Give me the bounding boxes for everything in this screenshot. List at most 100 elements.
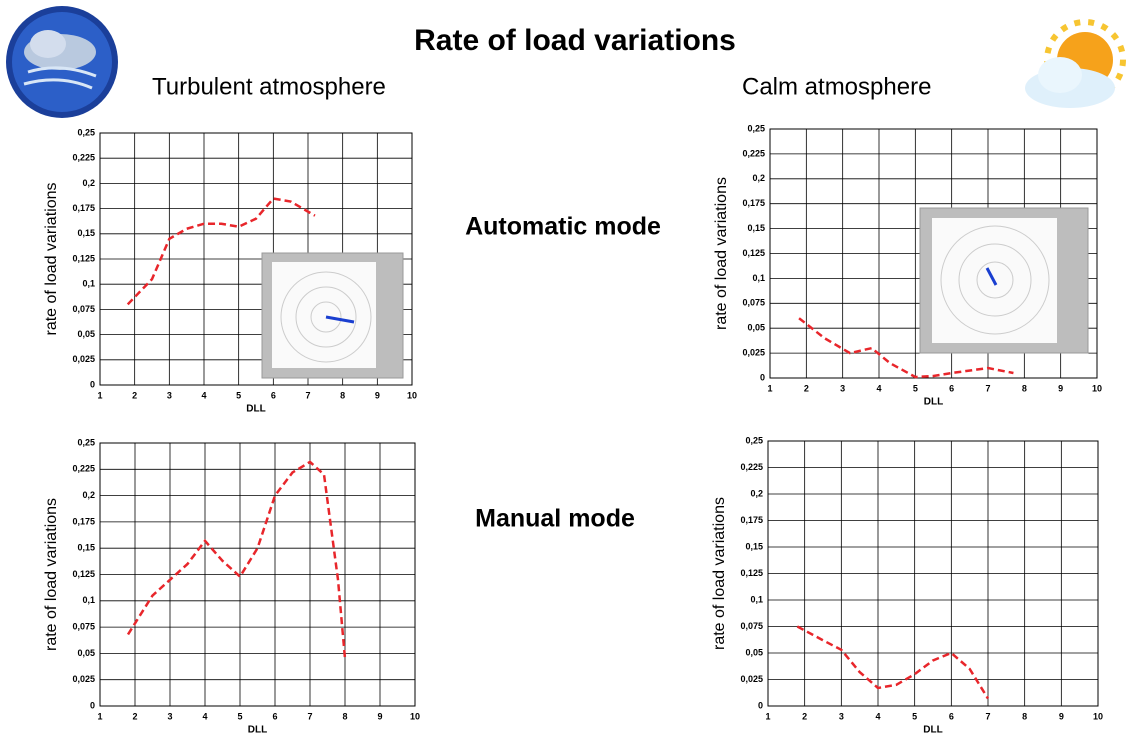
y-tick-label: 0,175 — [72, 203, 95, 213]
y-tick-label: 0 — [760, 372, 765, 382]
row-title: Manual mode — [475, 505, 635, 533]
data-line — [796, 625, 990, 700]
x-tick-label: 9 — [375, 390, 380, 400]
y-tick-label: 0,25 — [77, 127, 95, 137]
x-tick-label: 8 — [340, 390, 345, 400]
y-tick-label: 0,175 — [72, 516, 95, 526]
x-tick-label: 1 — [97, 390, 102, 400]
inset-gauge — [919, 207, 1089, 354]
x-tick-label: 7 — [307, 711, 312, 721]
y-tick-label: 0,125 — [742, 248, 765, 258]
y-tick-label: 0,1 — [82, 595, 95, 605]
x-tick-label: 5 — [236, 390, 241, 400]
y-tick-label: 0 — [90, 700, 95, 710]
y-tick-label: 0,025 — [72, 674, 95, 684]
x-tick-label: 7 — [985, 383, 990, 393]
column-title: Calm atmosphere — [742, 73, 931, 100]
storm-icon — [6, 6, 118, 118]
y-tick-label: 0,15 — [745, 541, 763, 551]
x-axis-label: DLL — [248, 725, 267, 736]
x-tick-label: 6 — [949, 383, 954, 393]
x-tick-label: 2 — [802, 711, 807, 721]
y-tick-label: 0,225 — [742, 148, 765, 158]
x-tick-label: 5 — [913, 383, 918, 393]
x-tick-label: 1 — [97, 711, 102, 721]
y-tick-label: 0,025 — [740, 674, 763, 684]
data-line — [126, 197, 316, 306]
x-tick-label: 10 — [410, 711, 420, 721]
x-tick-label: 10 — [1093, 711, 1103, 721]
y-tick-label: 0,2 — [750, 488, 763, 498]
y-tick-label: 0,2 — [82, 490, 95, 500]
x-tick-label: 1 — [765, 711, 770, 721]
y-axis-label: rate of load variations — [713, 177, 730, 330]
y-tick-label: 0,125 — [740, 568, 763, 578]
x-tick-label: 9 — [1058, 383, 1063, 393]
y-tick-label: 0,2 — [752, 173, 765, 183]
y-tick-label: 0,05 — [745, 647, 763, 657]
y-tick-label: 0,225 — [740, 462, 763, 472]
y-tick-label: 0,05 — [747, 323, 765, 333]
y-tick-label: 0,25 — [747, 123, 765, 133]
x-tick-label: 3 — [167, 711, 172, 721]
y-tick-label: 0 — [90, 379, 95, 389]
x-tick-label: 8 — [342, 711, 347, 721]
x-tick-label: 6 — [271, 390, 276, 400]
y-tick-label: 0,25 — [745, 435, 763, 445]
chart: 0 0,025 0,05 0,075 0,1 0,125 0,15 0,175 0,2 0,225… — [711, 435, 1103, 735]
y-tick-label: 0,075 — [740, 621, 763, 631]
x-tick-label: 7 — [305, 390, 310, 400]
y-tick-label: 0,075 — [72, 304, 95, 314]
x-tick-label: 6 — [949, 711, 954, 721]
x-tick-label: 2 — [132, 390, 137, 400]
x-tick-label: 2 — [132, 711, 137, 721]
y-tick-label: 0,1 — [750, 594, 763, 604]
x-tick-label: 9 — [1059, 711, 1064, 721]
chart: 0 0,025 0,05 0,075 0,1 0,125 0,15 0,175 0,2 0,225… — [43, 437, 420, 735]
y-tick-label: 0,05 — [77, 329, 95, 339]
y-tick-label: 0 — [758, 700, 763, 710]
y-tick-label: 0,25 — [77, 437, 95, 447]
row-title: Automatic mode — [465, 213, 661, 241]
y-tick-label: 0,225 — [72, 464, 95, 474]
x-tick-label: 5 — [237, 711, 242, 721]
y-tick-label: 0,05 — [77, 648, 95, 658]
y-tick-label: 0,175 — [742, 198, 765, 208]
x-tick-label: 8 — [1022, 711, 1027, 721]
x-tick-label: 1 — [767, 383, 772, 393]
y-axis-label: rate of load variations — [711, 497, 728, 650]
x-axis-label: DLL — [246, 404, 265, 415]
y-tick-label: 0,075 — [72, 621, 95, 631]
sun-cloud-icon — [1025, 19, 1126, 108]
y-tick-label: 0,125 — [72, 569, 95, 579]
y-tick-label: 0,125 — [72, 253, 95, 263]
y-tick-label: 0,15 — [77, 543, 95, 553]
x-tick-label: 3 — [840, 383, 845, 393]
x-tick-label: 10 — [407, 390, 417, 400]
y-tick-label: 0,025 — [72, 354, 95, 364]
inset-gauge — [261, 252, 404, 379]
y-tick-label: 0,025 — [742, 347, 765, 357]
x-axis-label: DLL — [923, 725, 942, 736]
y-tick-label: 0,15 — [747, 223, 765, 233]
x-tick-label: 4 — [876, 383, 881, 393]
x-tick-label: 8 — [1022, 383, 1027, 393]
y-tick-label: 0,1 — [752, 273, 765, 283]
slide-title: Rate of load variations — [414, 24, 736, 57]
y-tick-label: 0,2 — [82, 178, 95, 188]
x-tick-label: 3 — [839, 711, 844, 721]
x-tick-label: 3 — [167, 390, 172, 400]
x-tick-label: 7 — [985, 711, 990, 721]
y-tick-label: 0,075 — [742, 298, 765, 308]
x-tick-label: 5 — [912, 711, 917, 721]
data-line — [798, 317, 1014, 379]
y-axis-label: rate of load variations — [43, 498, 60, 651]
x-tick-label: 2 — [804, 383, 809, 393]
data-line — [126, 460, 347, 659]
x-tick-label: 4 — [202, 711, 207, 721]
x-tick-label: 4 — [201, 390, 206, 400]
x-tick-label: 6 — [272, 711, 277, 721]
x-tick-label: 10 — [1092, 383, 1102, 393]
